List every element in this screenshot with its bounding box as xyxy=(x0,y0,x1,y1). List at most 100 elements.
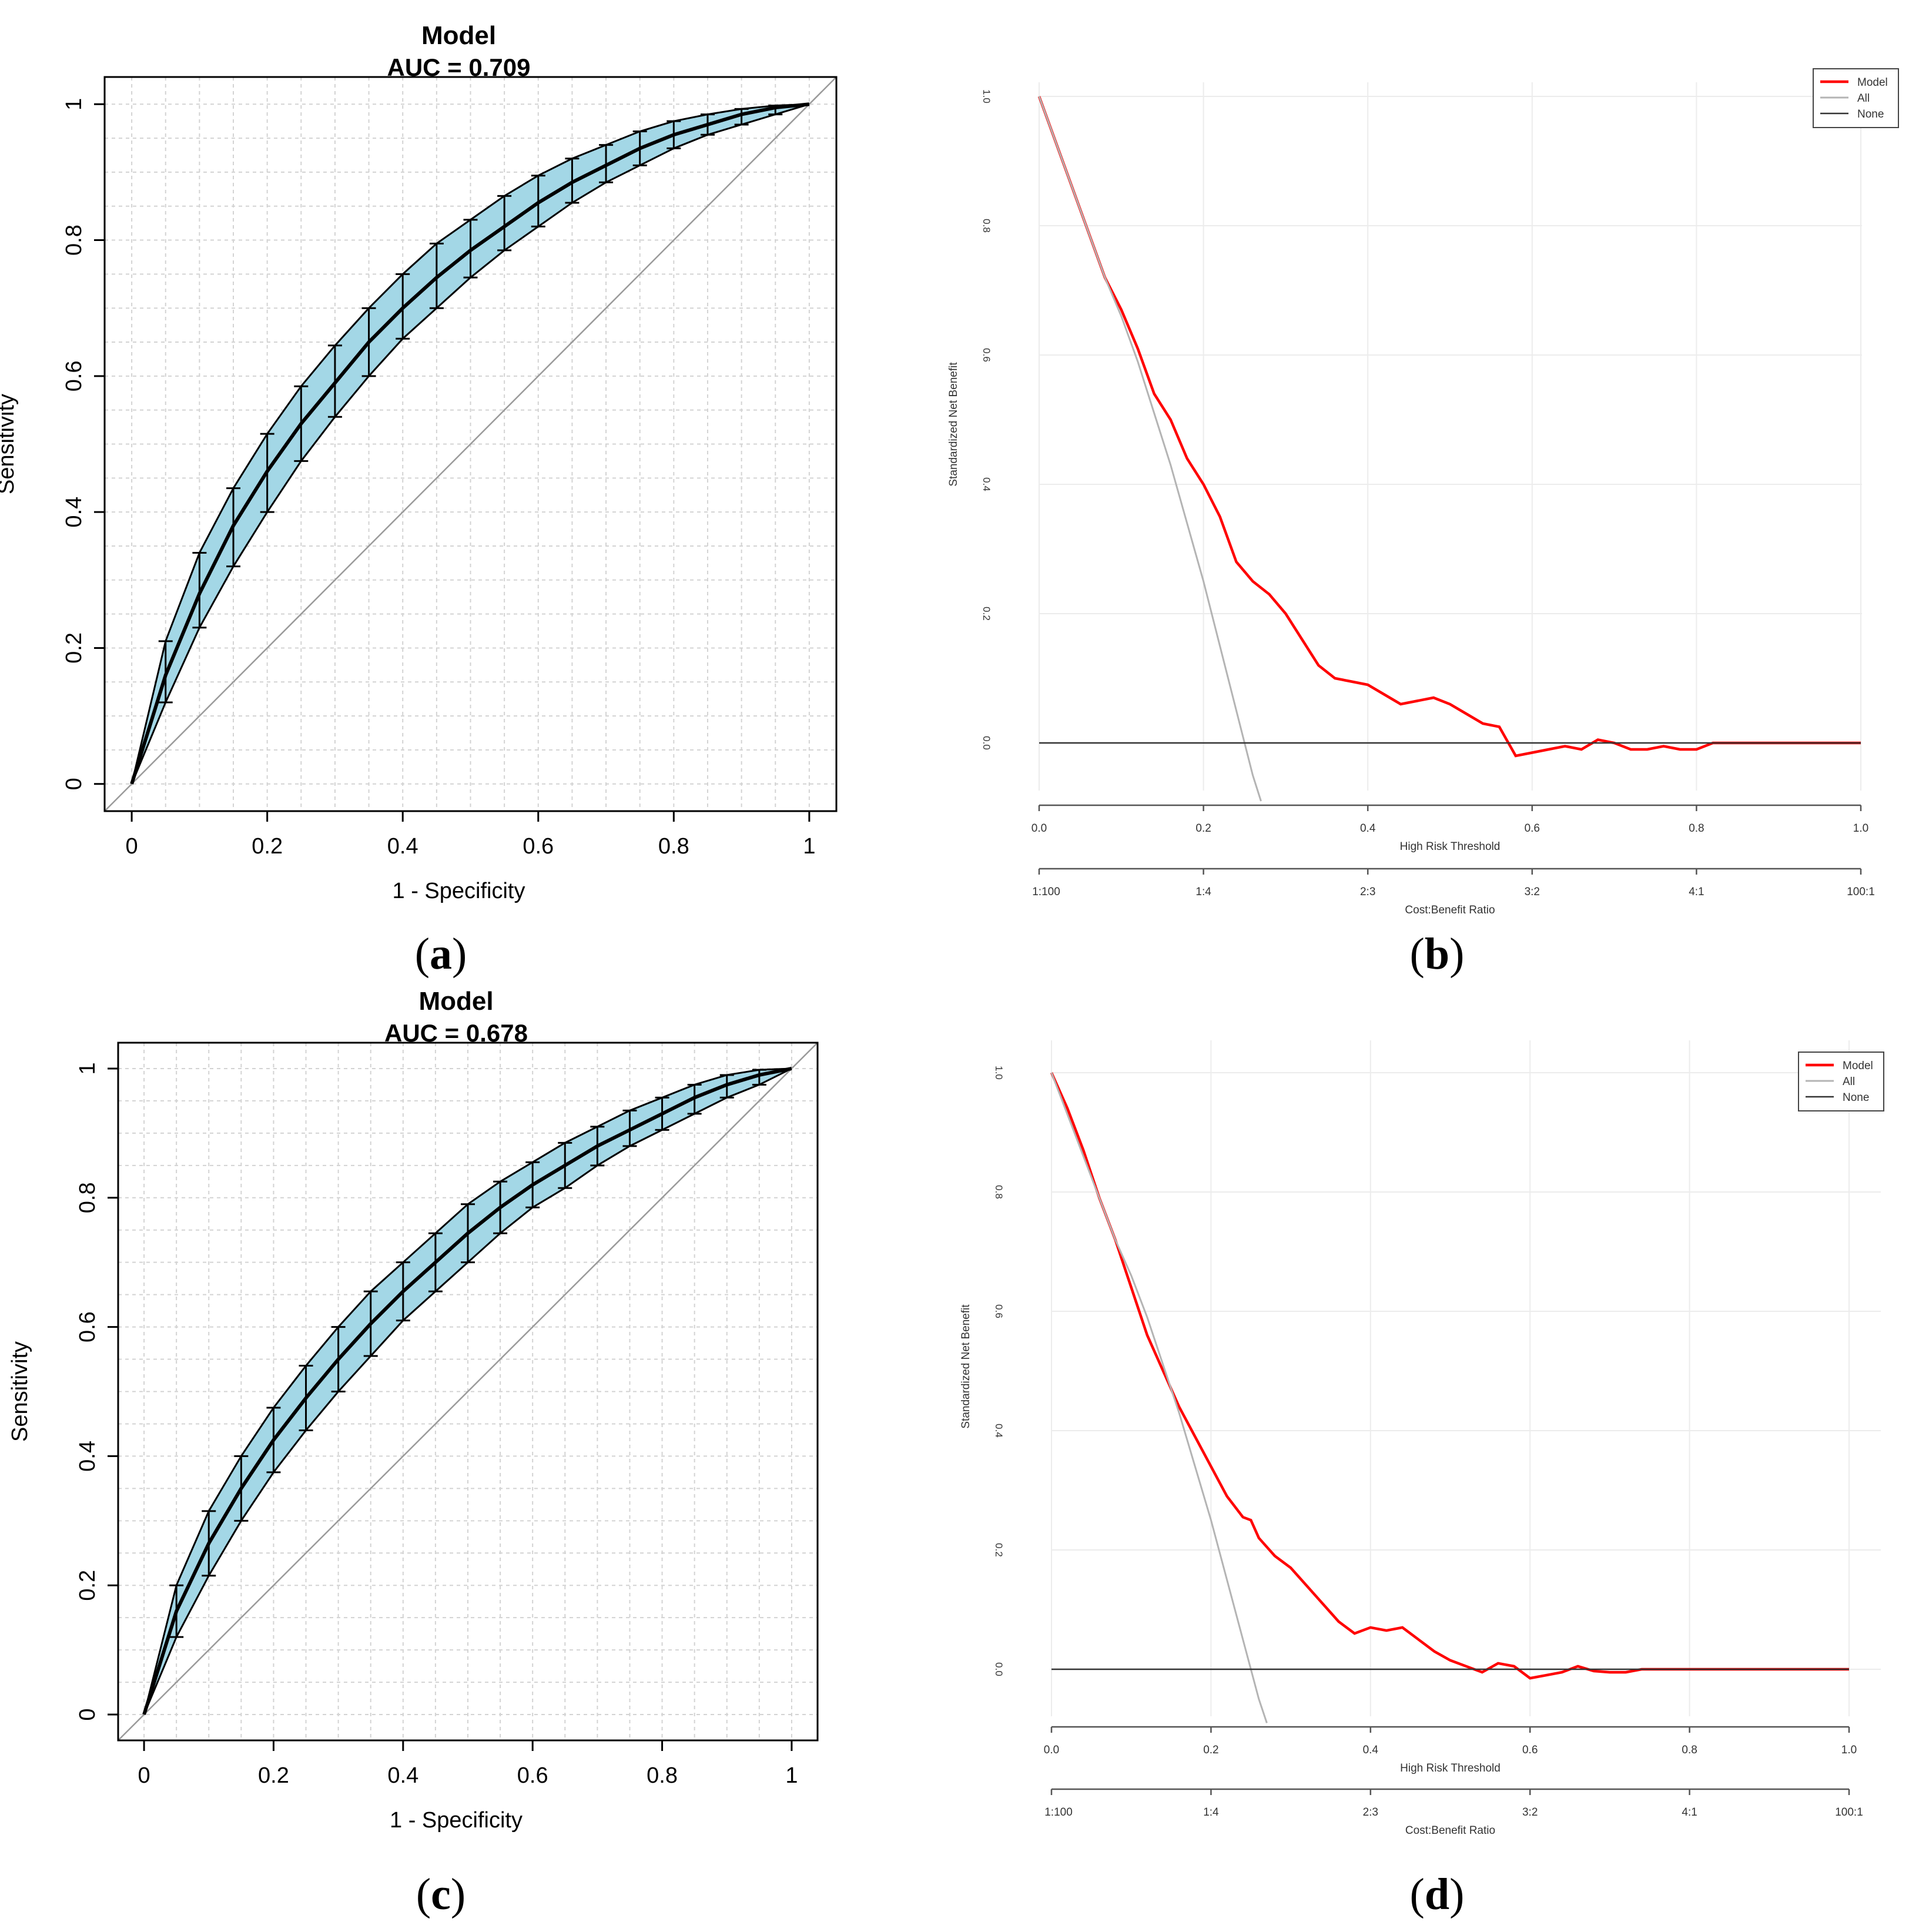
roc-chart-a-svg: 0 0.2 0.4 0.6 0.8 1 0 0.2 0.4 0.6 0.8 1 Model AUC = 0… xyxy=(0,21,838,903)
roc-chart-c: 0 0.2 0.4 0.6 0.8 1 0 0.2 0.4 0.6 0.8 1 Model AUC = 0… xyxy=(0,970,946,1887)
chart-title-a: Model xyxy=(421,21,496,50)
x-tick-label-a-1: 0.2 xyxy=(252,834,283,859)
x-tick-label-b-3: 0.6 xyxy=(1525,822,1540,835)
caption-c-close: ) xyxy=(450,1870,466,1919)
y-axis-label-c: Sensitivity xyxy=(8,1341,32,1442)
x2-tick-label-d-2: 2:3 xyxy=(1363,1806,1378,1819)
caption-b-open: ( xyxy=(1409,929,1425,979)
roc-curve-a xyxy=(130,102,810,785)
x-tick-label-c-1: 0.2 xyxy=(258,1763,289,1788)
x2-tick-label-d-0: 1:100 xyxy=(1044,1806,1073,1819)
reference-diagonal-c xyxy=(118,1042,818,1741)
x2-axis-label-d: Cost:Benefit Ratio xyxy=(1405,1824,1495,1837)
caption-d-open: ( xyxy=(1409,1870,1425,1919)
y-axis-label-b: Standardized Net Benefit xyxy=(947,362,960,487)
caption-a-open: ( xyxy=(414,929,430,979)
x2-axis-label-b: Cost:Benefit Ratio xyxy=(1405,904,1495,916)
legend-label-d-1: All xyxy=(1843,1076,1855,1088)
x2-tick-label-d-4: 4:1 xyxy=(1682,1806,1697,1819)
roc-chart-a: 0 0.2 0.4 0.6 0.8 1 0 0.2 0.4 0.6 0.8 1 Model AUC = 0… xyxy=(0,0,946,940)
x-tick-label-a-3: 0.6 xyxy=(523,834,554,859)
x-tick-label-c-4: 0.8 xyxy=(647,1763,678,1788)
y-tick-label-a-2: 0.4 xyxy=(62,497,86,528)
caption-c: (c) xyxy=(382,1869,500,1920)
x-tick-label-d-5: 1.0 xyxy=(1841,1744,1857,1756)
x2-tick-label-b-4: 4:1 xyxy=(1689,886,1704,898)
y-tick-label-c-4: 0.8 xyxy=(75,1182,100,1213)
x2-tick-label-b-0: 1:100 xyxy=(1032,886,1060,898)
x-axis-label-b: High Risk Threshold xyxy=(1400,841,1501,853)
y-tick-label-c-2: 0.4 xyxy=(75,1441,100,1472)
y-tick-label-a-4: 0.8 xyxy=(62,225,86,256)
legend-label-d-0: Model xyxy=(1843,1060,1873,1072)
legend-label-b-2: None xyxy=(1857,108,1884,120)
caption-b-close: ) xyxy=(1449,929,1465,979)
y-tick-label-d-3: 0.6 xyxy=(993,1304,1004,1318)
x-tick-label-b-0: 0.0 xyxy=(1031,822,1047,835)
y-tick-label-a-3: 0.6 xyxy=(62,360,86,391)
all-curve-b xyxy=(1038,96,1262,802)
dca-chart-d: 0.0 0.2 0.4 0.6 0.8 1.0 Standardized Net Benef… xyxy=(946,970,1919,1887)
legend-label-b-1: All xyxy=(1857,92,1870,105)
x-tick-label-d-3: 0.6 xyxy=(1522,1744,1538,1756)
y-tick-label-b-5: 1.0 xyxy=(981,89,992,103)
dca-chart-b-svg: 0.0 0.2 0.4 0.6 0.8 1.0 Standardized Net Benef… xyxy=(947,68,1899,916)
y-tick-label-d-0: 0.0 xyxy=(993,1662,1004,1676)
caption-d-close: ) xyxy=(1449,1870,1465,1919)
model-curve-d xyxy=(1050,1072,1849,1680)
x-tick-label-a-2: 0.4 xyxy=(387,834,418,859)
x-tick-label-b-2: 0.4 xyxy=(1360,822,1376,835)
x-tick-label-d-1: 0.2 xyxy=(1203,1744,1218,1756)
y-tick-label-a-5: 1 xyxy=(62,98,86,111)
x-axis-label-c: 1 - Specificity xyxy=(390,1808,523,1833)
x-tick-label-c-0: 0 xyxy=(138,1763,150,1788)
plot-frame-c xyxy=(117,1042,819,1742)
x-tick-label-c-5: 1 xyxy=(785,1763,798,1788)
legend-label-d-2: None xyxy=(1843,1091,1869,1104)
y-tick-label-c-3: 0.6 xyxy=(75,1311,100,1342)
x-tick-label-a-0: 0 xyxy=(126,834,138,859)
x2-tick-label-b-5: 100:1 xyxy=(1847,886,1875,898)
x-tick-label-b-1: 0.2 xyxy=(1195,822,1211,835)
caption-b: (b) xyxy=(1378,929,1496,980)
x-tick-label-a-5: 1 xyxy=(803,834,815,859)
x2-tick-label-d-3: 3:2 xyxy=(1522,1806,1538,1819)
x2-tick-label-d-5: 100:1 xyxy=(1835,1806,1863,1819)
y-tick-label-d-5: 1.0 xyxy=(993,1066,1004,1080)
y-tick-label-b-0: 0.0 xyxy=(981,736,992,750)
caption-c-letter: c xyxy=(431,1870,451,1919)
caption-b-letter: b xyxy=(1424,929,1450,979)
chart-subtitle-c: AUC = 0.678 xyxy=(384,1019,528,1047)
legend-label-b-0: Model xyxy=(1857,76,1888,89)
y-tick-label-c-5: 1 xyxy=(75,1062,100,1074)
y-tick-label-c-0: 0 xyxy=(75,1708,100,1720)
model-curve-b xyxy=(1037,96,1861,758)
dca-chart-b: 0.0 0.2 0.4 0.6 0.8 1.0 Standardized Net Benef… xyxy=(946,0,1919,940)
caption-d-letter: d xyxy=(1424,1870,1450,1919)
y-tick-label-c-1: 0.2 xyxy=(75,1570,100,1601)
y-tick-label-d-4: 0.8 xyxy=(993,1185,1004,1199)
x-tick-label-d-4: 0.8 xyxy=(1682,1744,1697,1756)
caption-c-open: ( xyxy=(416,1870,431,1919)
x-tick-label-b-4: 0.8 xyxy=(1689,822,1704,835)
x-axis-label-d: High Risk Threshold xyxy=(1400,1762,1501,1774)
x-tick-label-c-2: 0.4 xyxy=(387,1763,418,1788)
x-axis-label-a: 1 - Specificity xyxy=(393,879,525,903)
reference-diagonal-a xyxy=(104,76,837,812)
x-tick-label-c-3: 0.6 xyxy=(517,1763,548,1788)
x2-tick-label-b-2: 2:3 xyxy=(1360,886,1375,898)
caption-a: (a) xyxy=(382,929,500,980)
y-tick-label-a-0: 0 xyxy=(62,778,86,790)
x-tick-label-d-0: 0.0 xyxy=(1044,1744,1059,1756)
roc-chart-c-svg: 0 0.2 0.4 0.6 0.8 1 0 0.2 0.4 0.6 0.8 1 Model AUC = 0… xyxy=(8,987,819,1833)
y-axis-label-a: Sensitivity xyxy=(0,394,19,494)
x2-tick-label-d-1: 1:4 xyxy=(1203,1806,1219,1819)
x-tick-label-a-4: 0.8 xyxy=(658,834,689,859)
y-tick-label-b-3: 0.6 xyxy=(981,348,992,362)
y-tick-label-d-2: 0.4 xyxy=(993,1424,1004,1438)
caption-d: (d) xyxy=(1378,1869,1496,1920)
plot-frame-a xyxy=(103,76,838,812)
x-tick-label-b-5: 1.0 xyxy=(1853,822,1868,835)
dca-chart-d-svg: 0.0 0.2 0.4 0.6 0.8 1.0 Standardized Net Benef… xyxy=(960,1040,1884,1837)
chart-subtitle-a: AUC = 0.709 xyxy=(387,53,531,81)
